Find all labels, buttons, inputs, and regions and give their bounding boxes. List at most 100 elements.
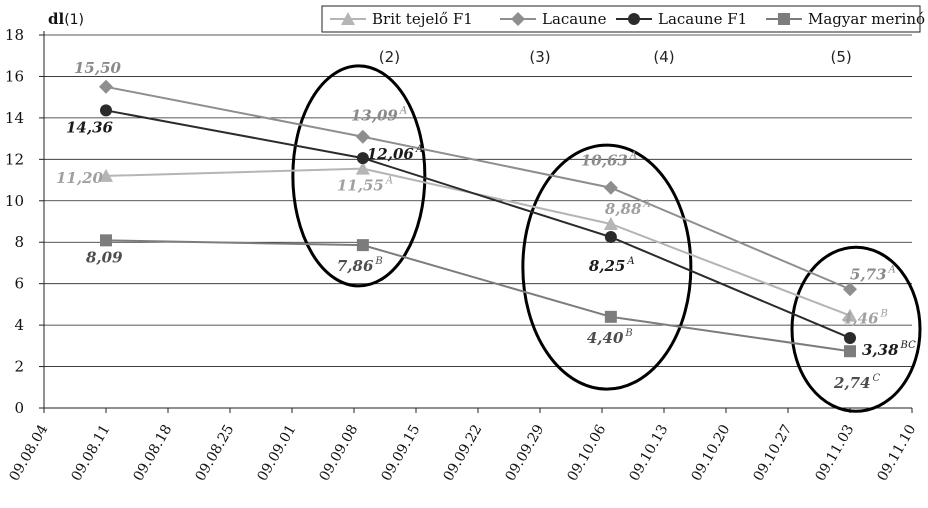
data-label-value: 4,46 <box>842 310 879 328</box>
legend-marker <box>778 13 790 25</box>
data-label-significance: BC <box>900 340 917 351</box>
data-label-significance: A <box>626 256 634 267</box>
y-tick-label: 0 <box>14 399 24 417</box>
x-tick-label: 09.10.06 <box>564 422 609 484</box>
legend-label: Lacaune <box>542 10 607 28</box>
data-label: 2,74 C <box>833 373 881 392</box>
data-label-value: 8,25 <box>589 257 626 275</box>
data-label-value: 15,50 <box>74 59 122 77</box>
data-label-significance: B <box>624 328 632 339</box>
data-label-value: 14,36 <box>66 118 114 136</box>
series-line <box>105 109 851 339</box>
data-point <box>844 345 856 358</box>
data-point <box>356 152 369 165</box>
data-point <box>603 180 618 195</box>
data-label: 8,88 A <box>605 199 651 218</box>
legend-marker <box>511 12 525 26</box>
data-label-value: 3,38 <box>862 341 899 359</box>
data-point <box>99 79 113 94</box>
data-point <box>604 310 617 323</box>
highlight-ellipse <box>790 245 922 413</box>
data-point <box>843 282 857 297</box>
data-label: 15,50 <box>74 59 122 77</box>
data-label-value: 5,73 <box>850 265 887 283</box>
x-tick-label: 09.11.03 <box>812 422 857 484</box>
data-label: 8,25 A <box>589 256 635 275</box>
data-label: 11,55 A <box>337 176 393 195</box>
group-label: (5) <box>831 48 852 66</box>
data-label-value: 7,86 <box>337 257 374 275</box>
data-point <box>356 239 369 252</box>
y-tick-label: 16 <box>5 67 24 85</box>
y-unit-ref: (1) <box>64 12 84 28</box>
data-label: 12,06 A <box>367 144 423 163</box>
x-tick-label: 09.09.29 <box>502 422 547 484</box>
y-tick-label: 6 <box>14 275 24 293</box>
highlight-ellipse <box>521 143 693 391</box>
group-label: (4) <box>653 48 674 66</box>
y-tick-label: 4 <box>14 316 24 334</box>
y-axis-unit-label: dl(1) <box>48 10 84 28</box>
data-label-value: 8,09 <box>86 248 123 266</box>
legend-marker <box>628 13 640 25</box>
data-point <box>99 168 113 182</box>
y-tick-label: 8 <box>14 233 24 251</box>
data-label-significance: A <box>399 106 407 117</box>
data-point <box>355 161 370 175</box>
x-tick-label: 09.08.11 <box>68 422 113 484</box>
group-labels: (2) (3) (4) (5) <box>379 48 852 66</box>
data-label-value: 2,74 <box>833 374 871 392</box>
data-label-value: 10,63 <box>581 152 628 170</box>
x-tick-label: 09.10.20 <box>688 422 733 484</box>
data-label: 14,36 <box>66 118 114 136</box>
axes: 0 2 4 6 8 10 12 14 16 18 dl(1) 09.08.04 09.08.11 09.0… <box>5 10 920 484</box>
data-label: 5,73 A <box>850 264 896 283</box>
x-tick-label: 09.08.25 <box>192 422 237 484</box>
data-label-value: 11,55 <box>337 177 384 195</box>
data-label: 4,40 B <box>587 328 633 347</box>
x-tick-label: 09.11.10 <box>874 422 919 484</box>
x-tick-label: 09.09.22 <box>440 422 485 484</box>
data-label-significance: B <box>374 256 382 267</box>
data-label: 8,09 <box>86 248 123 266</box>
data-point <box>844 331 856 344</box>
data-label-value: 11,20 <box>56 169 104 187</box>
y-tick-label: 2 <box>14 358 24 376</box>
data-label: 3,38 BC <box>862 340 916 359</box>
legend-label: Lacaune F1 <box>658 10 747 28</box>
data-label-value: 12,06 <box>367 145 415 163</box>
legend-label: Magyar merinó <box>808 10 925 28</box>
group-label: (3) <box>529 48 550 66</box>
legend: Brit tejelő F1 Lacaune Lacaune F1 Magyar me… <box>321 5 925 33</box>
x-tick-label: 09.09.15 <box>378 422 423 484</box>
data-point <box>603 216 618 230</box>
data-label-significance: A <box>415 144 423 155</box>
x-tick-label: 09.08.18 <box>130 422 175 484</box>
x-tick-label: 09.09.08 <box>316 422 361 484</box>
x-tick-label: 09.09.01 <box>254 422 299 484</box>
data-label-value: 4,40 <box>587 329 624 347</box>
x-tick-label: 09.10.13 <box>626 422 671 484</box>
data-label-significance: A <box>642 199 650 210</box>
y-unit-text: dl <box>48 10 64 28</box>
group-label: (2) <box>379 48 400 66</box>
data-point <box>355 129 370 144</box>
legend-marker <box>341 12 355 25</box>
data-label-significance: C <box>873 373 881 384</box>
series-line <box>105 85 851 291</box>
series-lines <box>99 79 857 358</box>
data-label-value: 13,09 <box>351 107 399 125</box>
data-point <box>100 234 112 247</box>
gridlines <box>44 34 912 367</box>
data-label-significance: A <box>629 151 637 162</box>
data-label-value: 8,88 <box>605 200 642 218</box>
y-tick-label: 14 <box>5 109 24 127</box>
legend-label: Brit tejelő F1 <box>372 10 473 28</box>
series-line <box>105 239 851 353</box>
highlight-ellipse <box>291 64 427 288</box>
y-tick-label: 18 <box>5 26 24 44</box>
data-label-significance: A <box>888 264 896 275</box>
data-label-significance: A <box>385 176 393 187</box>
